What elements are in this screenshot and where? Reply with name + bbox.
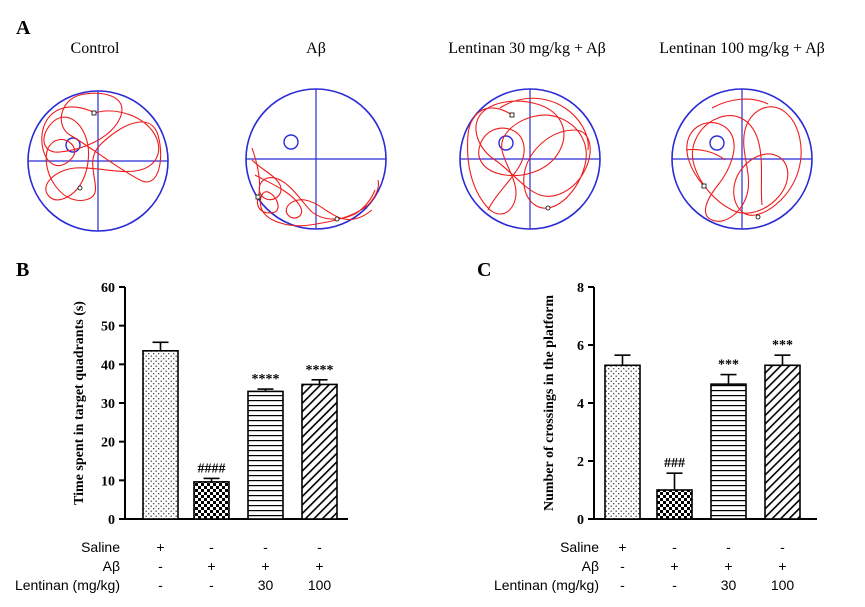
track-title-lentinan-30: Lentinan 30 mg/kg + Aβ [448, 40, 606, 57]
row-label-abeta: Aβ [582, 558, 599, 574]
bar [301, 383, 338, 520]
condition-cell: - [620, 558, 625, 574]
end-marker [545, 205, 551, 211]
condition-cell: + [207, 558, 215, 574]
condition-cell: + [261, 558, 269, 574]
y-tick-label: 2 [577, 455, 584, 470]
row-label-abeta: Aβ [103, 558, 120, 574]
swim-path [251, 147, 379, 227]
conditions-cells-c: + - - - + - - +30 - +100 [618, 539, 794, 593]
row-label-lentinan: Lentinan (mg/kg) [15, 577, 120, 593]
start-marker [701, 183, 707, 189]
y-tick-label: 0 [108, 513, 115, 528]
row-label-saline: Saline [81, 539, 120, 555]
condition-cell: - [158, 558, 163, 574]
row-label-lentinan: Lentinan (mg/kg) [494, 577, 599, 593]
bar [656, 489, 693, 520]
condition-cell: + [670, 558, 678, 574]
condition-cell: 30 [721, 577, 737, 593]
chart-b: 0 10 20 30 40 50 60 #### **** **** [101, 281, 348, 528]
condition-cell: - [317, 539, 322, 555]
bar [710, 383, 747, 520]
conditions-table-b: Saline Aβ Lentinan (mg/kg) + - - - + - - +30 - +1… [15, 539, 331, 593]
y-tick-label: 50 [101, 320, 115, 335]
platform-ring [709, 135, 725, 151]
start-marker [255, 194, 261, 200]
track-lentinan-30 [459, 88, 601, 230]
end-marker [334, 216, 340, 222]
swim-path [41, 92, 162, 201]
track-control [27, 90, 169, 232]
bar [247, 390, 284, 520]
condition-cell: - [620, 577, 625, 593]
panel-label-a: A [16, 17, 31, 39]
condition-cell: + [778, 558, 786, 574]
track-title-lentinan-100: Lentinan 100 mg/kg + Aβ [659, 40, 825, 57]
track-title-control: Control [71, 40, 120, 57]
condition-cell: - [209, 577, 214, 593]
condition-cell: + [156, 539, 164, 555]
bar [193, 481, 230, 520]
y-tick-label: 4 [577, 397, 584, 412]
track-abeta [245, 88, 387, 230]
condition-cell: + [315, 558, 323, 574]
significance-label: *** [772, 338, 793, 353]
y-tick-label: 0 [577, 513, 584, 528]
significance-label: **** [252, 372, 280, 387]
y-tick-label: 20 [101, 436, 115, 451]
condition-cell: 30 [258, 577, 274, 593]
condition-cell: - [209, 539, 214, 555]
platform-ring [283, 134, 299, 150]
y-tick-label: 30 [101, 397, 115, 412]
panel-label-c: C [477, 259, 491, 281]
chart-b-ylabel: Time spent in target quadrants (s) [72, 301, 87, 505]
y-tick-label: 6 [577, 339, 584, 354]
condition-cell: - [672, 577, 677, 593]
swim-path [467, 97, 591, 215]
y-tick-label: 40 [101, 358, 115, 373]
track-title-abeta: Aβ [306, 40, 326, 57]
bar [142, 349, 179, 520]
start-marker [91, 110, 97, 116]
significance-label: #### [198, 461, 226, 476]
conditions-table-c: Saline Aβ Lentinan (mg/kg) + - - - + - - +30 - +1… [494, 539, 794, 593]
condition-cell: 100 [771, 577, 795, 593]
significance-label: ### [664, 456, 685, 471]
condition-cell: 100 [308, 577, 332, 593]
platform-ring [498, 135, 514, 151]
significance-label: *** [718, 358, 739, 373]
row-label-saline: Saline [560, 539, 599, 555]
condition-cell: + [618, 539, 626, 555]
end-marker [755, 214, 761, 220]
end-marker [77, 185, 83, 191]
chart-c: 0 2 4 6 8 ### *** *** [577, 281, 817, 528]
track-lentinan-100 [671, 88, 813, 230]
condition-cell: - [726, 539, 731, 555]
y-tick-label: 60 [101, 281, 115, 296]
start-marker [509, 112, 515, 118]
condition-cell: - [672, 539, 677, 555]
panel-label-b: B [16, 259, 29, 281]
chart-c-ylabel: Number of crossings in the platform [542, 295, 557, 511]
condition-cell: - [780, 539, 785, 555]
condition-cell: - [158, 577, 163, 593]
bar [764, 364, 801, 520]
significance-label: **** [306, 363, 334, 378]
bar [604, 364, 641, 520]
y-tick-label: 10 [101, 474, 115, 489]
swim-path [685, 98, 802, 222]
condition-cell: + [724, 558, 732, 574]
y-tick-label: 8 [577, 281, 584, 296]
condition-cell: - [263, 539, 268, 555]
platform-ring [65, 137, 81, 153]
conditions-cells-b: + - - - + - - +30 - +100 [156, 539, 331, 593]
